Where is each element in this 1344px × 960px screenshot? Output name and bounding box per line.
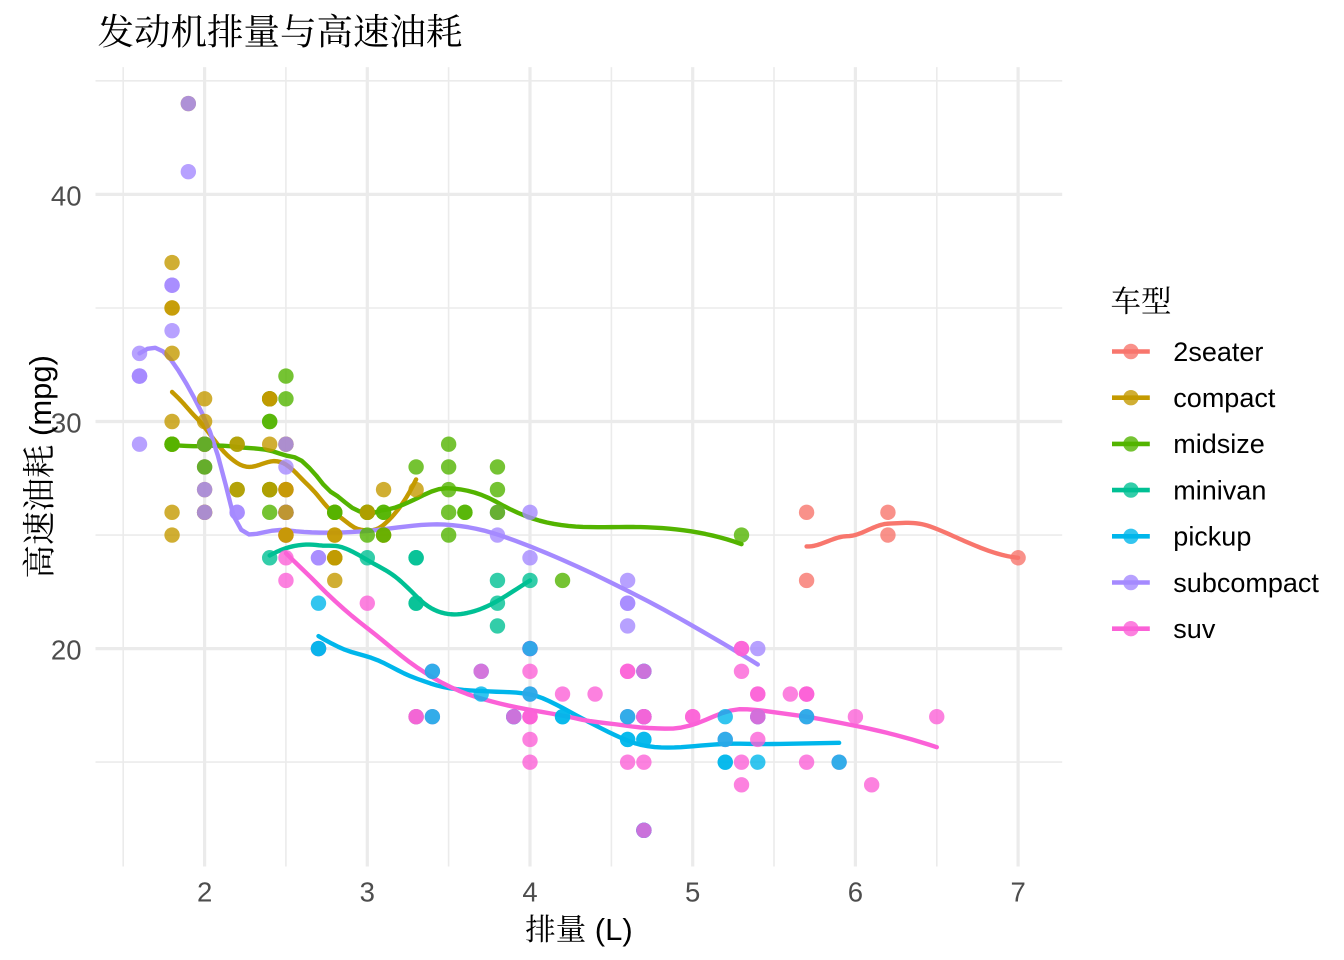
svg-text:minivan: minivan — [1173, 475, 1266, 505]
svg-text:2seater: 2seater — [1173, 337, 1263, 367]
svg-text:compact: compact — [1173, 383, 1276, 413]
svg-text:suv: suv — [1173, 614, 1216, 644]
svg-text:2: 2 — [197, 877, 212, 908]
svg-text:20: 20 — [51, 635, 82, 666]
svg-text:5: 5 — [685, 877, 700, 908]
svg-text:4: 4 — [522, 877, 537, 908]
svg-text:30: 30 — [51, 408, 82, 439]
svg-text:subcompact: subcompact — [1173, 568, 1319, 598]
svg-text:3: 3 — [360, 877, 375, 908]
svg-text:6: 6 — [848, 877, 863, 908]
svg-text:midsize: midsize — [1173, 429, 1265, 459]
svg-text:(L): (L) — [586, 912, 633, 947]
svg-text:(mpg): (mpg) — [23, 355, 58, 445]
svg-text:7: 7 — [1010, 877, 1025, 908]
svg-text:40: 40 — [51, 181, 82, 212]
svg-text:pickup: pickup — [1173, 522, 1251, 552]
